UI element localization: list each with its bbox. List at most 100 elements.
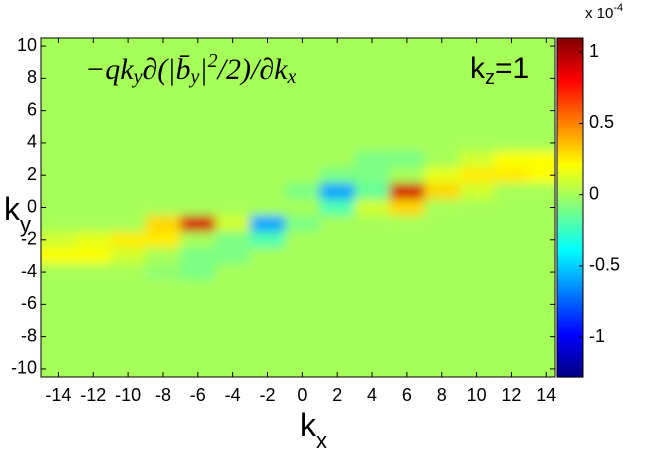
cell (494, 38, 530, 55)
colorbar-step (557, 275, 583, 279)
colorbar-step (557, 77, 583, 81)
cell (319, 296, 356, 313)
cell (180, 328, 216, 346)
cell (110, 280, 147, 297)
cell (41, 328, 77, 346)
cell (41, 296, 77, 313)
colorbar-step (557, 71, 583, 76)
cell (459, 102, 495, 120)
cell (494, 54, 530, 71)
cell (459, 70, 495, 87)
cell (319, 360, 356, 377)
cell (215, 215, 251, 233)
colorbar-step (557, 280, 583, 285)
cell (110, 360, 147, 377)
cell (319, 86, 356, 104)
cell (145, 167, 181, 184)
colorbar-step (557, 362, 583, 367)
y-tick-label: 2 (27, 164, 37, 184)
colorbar-step (557, 52, 583, 56)
cell (180, 296, 216, 313)
cell (215, 86, 251, 104)
cell (389, 151, 425, 168)
cell (424, 247, 460, 265)
colorbar-step (557, 134, 583, 138)
colorbar-step (557, 97, 583, 101)
colorbar-step (557, 69, 583, 73)
cell (354, 54, 390, 71)
cell (528, 199, 555, 217)
x-tick-label: -12 (80, 385, 106, 405)
cell (110, 54, 147, 71)
cell (424, 344, 460, 362)
cell (250, 360, 286, 377)
cell (284, 134, 321, 152)
y-tick-label: 0 (27, 196, 37, 216)
colorbar-step (557, 297, 583, 302)
cell (250, 38, 286, 55)
cell (459, 86, 495, 104)
cell (389, 344, 425, 362)
colorbar-step (557, 309, 583, 313)
cell (250, 70, 286, 87)
cell (145, 183, 181, 200)
y-tick-label: 4 (27, 132, 37, 152)
colorbar-step (557, 145, 583, 149)
cell (528, 134, 555, 152)
cell (459, 296, 495, 313)
colorbar-step (557, 148, 583, 152)
cell (528, 54, 555, 71)
cell (75, 312, 112, 330)
colorbar-step (557, 100, 583, 104)
cell (41, 360, 77, 377)
cell (389, 328, 425, 346)
colorbar-tick-label: -0.5 (589, 255, 620, 275)
cell (319, 70, 356, 87)
cell (110, 344, 147, 362)
cell (459, 264, 495, 281)
colorbar-step (557, 303, 583, 307)
cell (528, 247, 555, 265)
cell (215, 151, 251, 168)
colorbar-step (557, 156, 583, 161)
cell (110, 264, 147, 281)
colorbar-step (557, 57, 583, 62)
cell (180, 183, 216, 200)
cell (250, 328, 286, 346)
cell (284, 118, 321, 136)
cell (75, 102, 112, 120)
colorbar-step (557, 264, 583, 268)
colorbar-step (557, 230, 583, 234)
cell (389, 102, 425, 120)
cell (180, 231, 216, 249)
x-tick-label: 6 (402, 385, 412, 405)
cell (41, 215, 77, 233)
cell (180, 54, 216, 71)
cell (110, 38, 147, 55)
cell (250, 344, 286, 362)
cell (424, 118, 460, 136)
cell (528, 280, 555, 297)
y-tick-label: -8 (21, 325, 37, 345)
x-tick-label: -4 (225, 385, 241, 405)
colorbar-step (557, 46, 583, 50)
cell (528, 86, 555, 104)
cell (250, 134, 286, 152)
cell (180, 86, 216, 104)
cell (180, 280, 216, 297)
colorbar-step (557, 300, 583, 305)
colorbar-step (557, 252, 583, 257)
cell (145, 102, 181, 120)
colorbar-step (557, 238, 583, 242)
colorbar-step (557, 368, 583, 372)
cell (319, 312, 356, 330)
cell (145, 360, 181, 377)
cell (389, 86, 425, 104)
colorbar-step (557, 153, 583, 158)
colorbar-step (557, 306, 583, 310)
cell (250, 231, 286, 249)
cell (389, 312, 425, 330)
colorbar-step (557, 122, 583, 127)
cell (215, 118, 251, 136)
